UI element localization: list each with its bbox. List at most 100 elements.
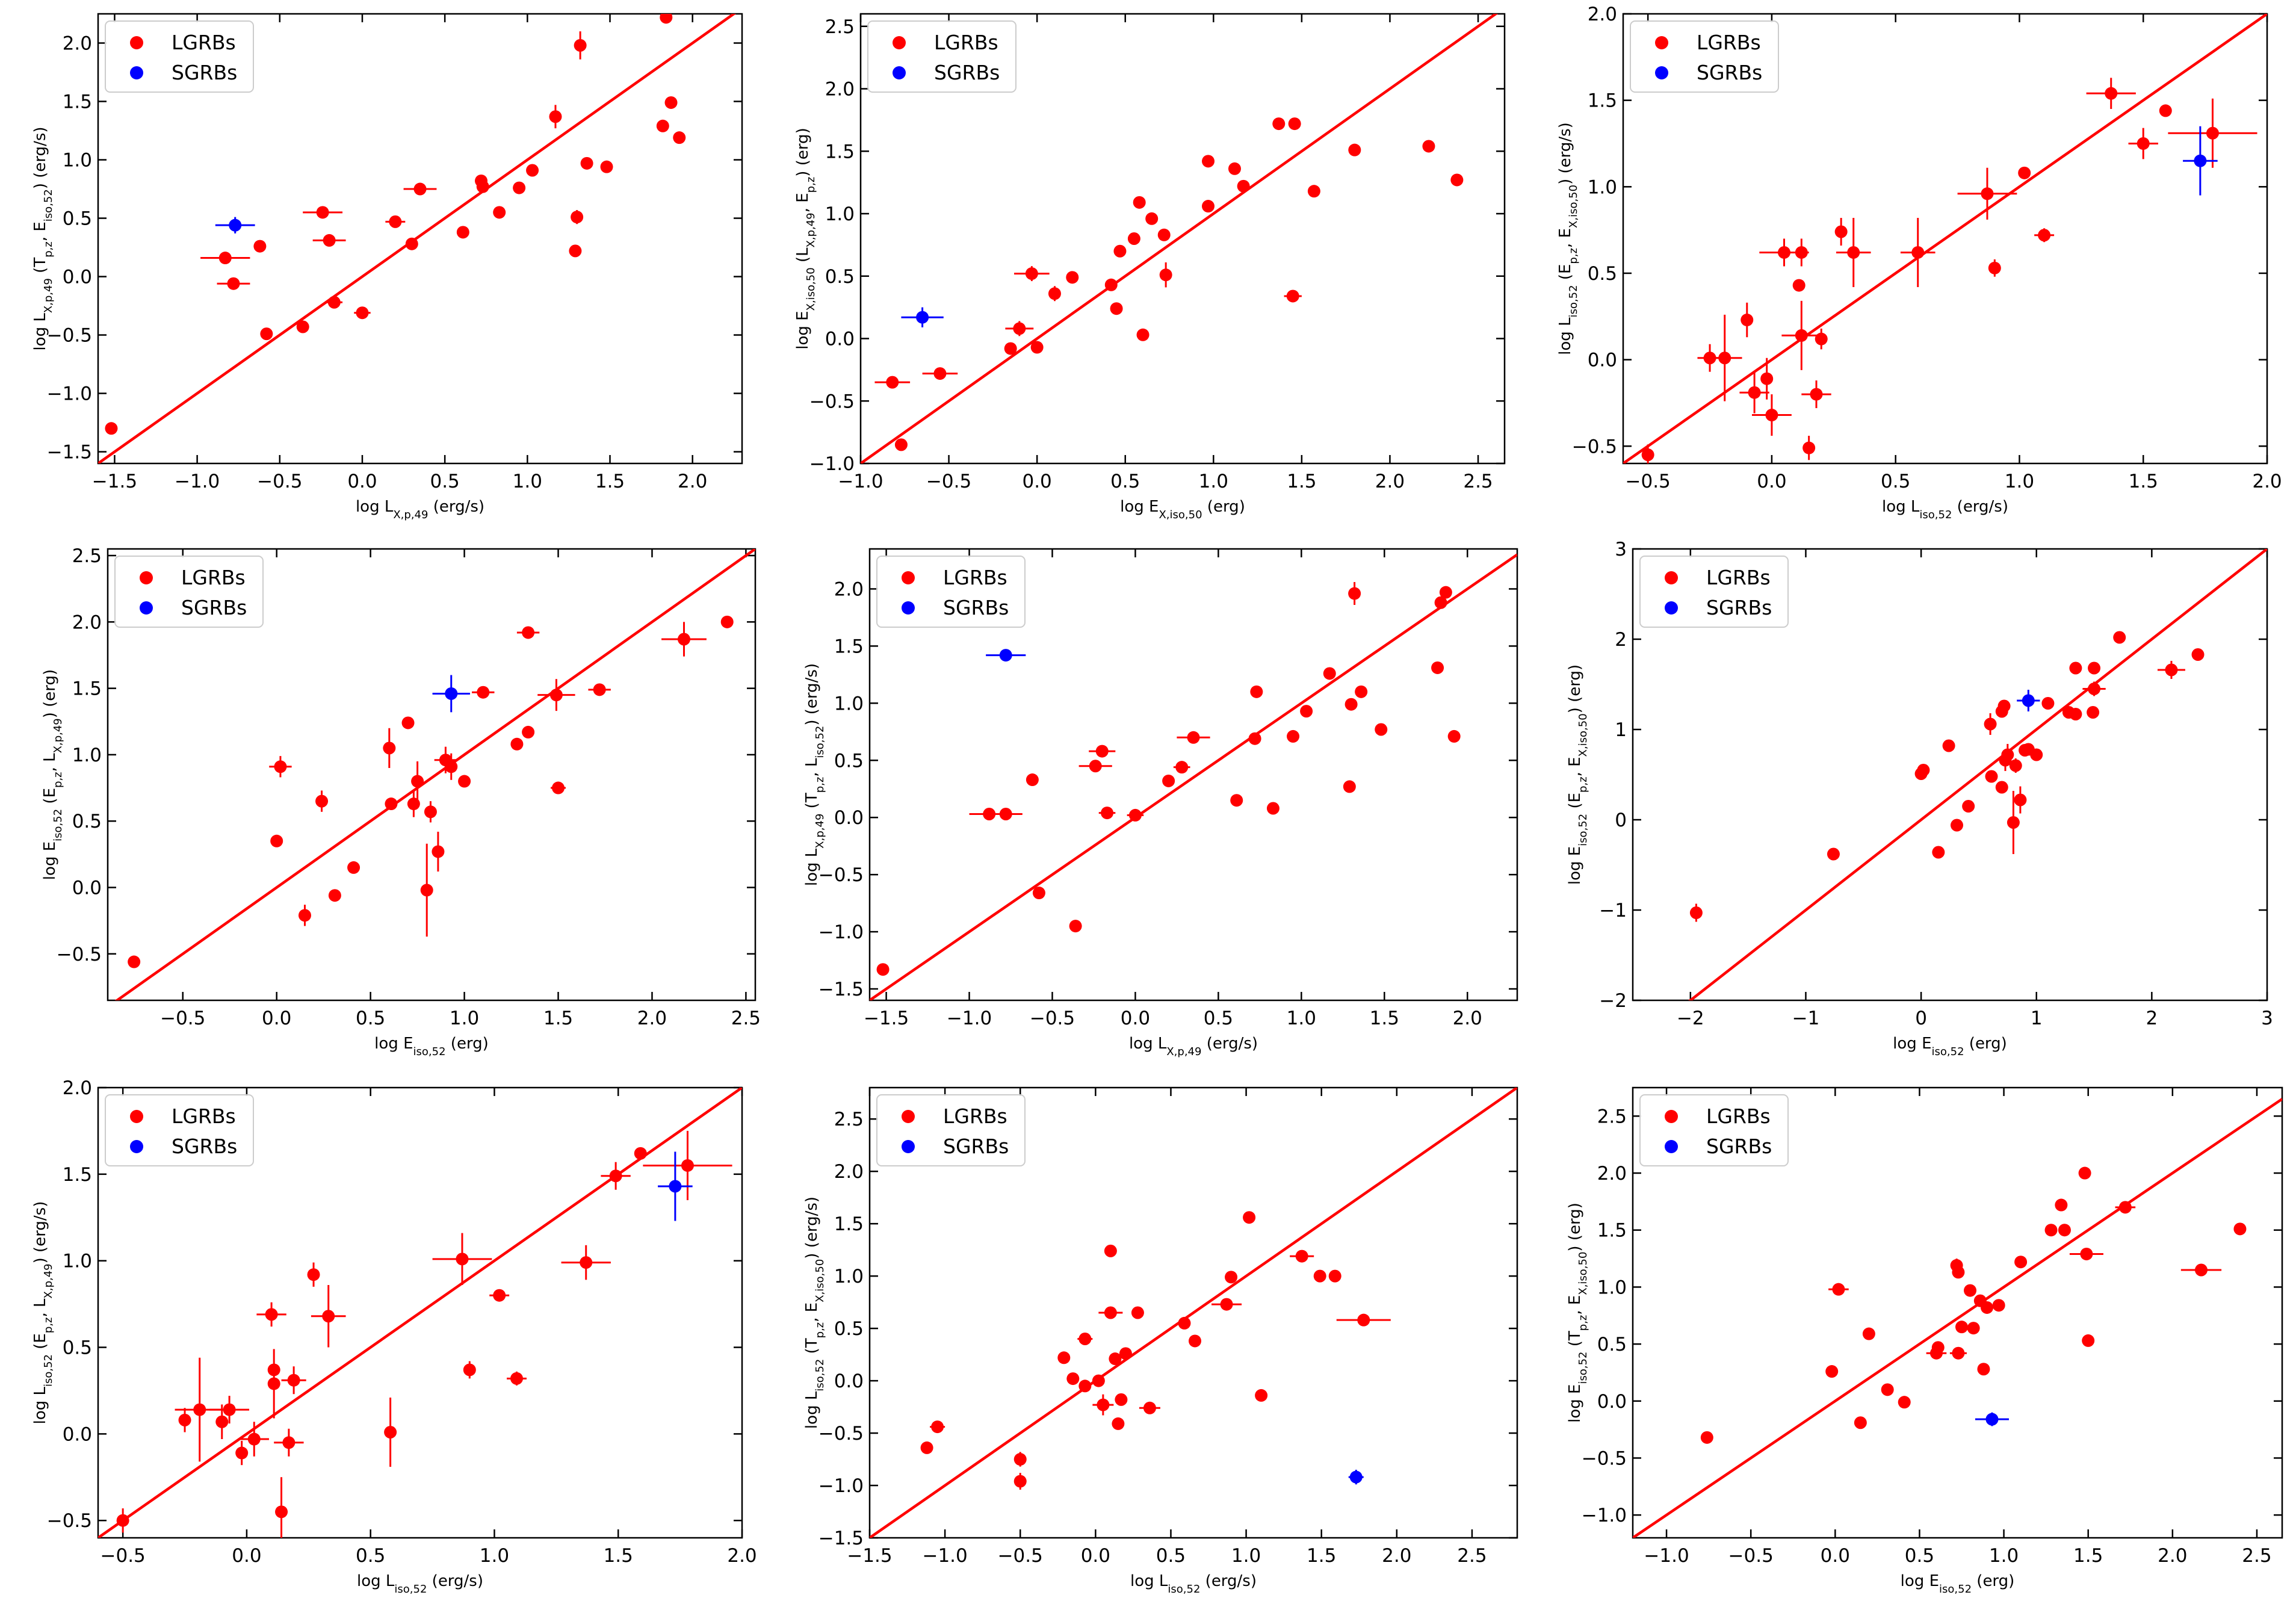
x-tick-label: −1.0 bbox=[922, 1545, 967, 1567]
y-tick-label: −0.5 bbox=[47, 1510, 92, 1532]
lgrb-point bbox=[1104, 1244, 1117, 1257]
fit-line bbox=[98, 1088, 742, 1538]
lgrb-point bbox=[1854, 1416, 1867, 1429]
sgrb-point bbox=[445, 687, 458, 700]
x-axis-label: log EX,iso,50 (erg) bbox=[1120, 498, 1245, 521]
lgrb-point bbox=[247, 1432, 261, 1446]
lgrb-point bbox=[456, 226, 469, 239]
x-axis-label: log LX,p,49 (erg/s) bbox=[1129, 1035, 1258, 1058]
lgrb-point bbox=[298, 909, 311, 922]
lgrb-point bbox=[215, 1415, 229, 1428]
x-axis-label: log LX,p,49 (erg/s) bbox=[356, 498, 484, 521]
lgrb-point bbox=[526, 164, 539, 177]
lgrb-point bbox=[510, 1372, 523, 1385]
lgrb-point bbox=[1136, 328, 1150, 341]
lgrb-point bbox=[1778, 246, 1790, 259]
x-tick-label: −1.5 bbox=[847, 1545, 892, 1567]
lgrb-point bbox=[1348, 587, 1361, 600]
lgrb-point bbox=[2018, 166, 2031, 179]
legend-lgrb-marker bbox=[1655, 36, 1668, 49]
lgrb-point bbox=[2088, 683, 2101, 695]
sgrb-point bbox=[229, 218, 242, 232]
y-tick-label: 1.0 bbox=[825, 203, 855, 225]
lgrb-point bbox=[1997, 699, 2011, 713]
lgrb-point bbox=[1025, 267, 1038, 280]
legend-sgrb-label: SGRBs bbox=[1706, 596, 1772, 619]
lgrb-point bbox=[385, 797, 398, 811]
y-tick-label: 2.0 bbox=[834, 1161, 864, 1183]
x-tick-label: 0.0 bbox=[1121, 1008, 1150, 1029]
y-tick-label: 0.0 bbox=[63, 267, 92, 288]
lgrb-point bbox=[1834, 225, 1848, 238]
sgrb-point bbox=[999, 649, 1012, 662]
y-tick-label: 0.0 bbox=[825, 329, 855, 350]
lgrb-point bbox=[2105, 87, 2118, 100]
lgrb-point bbox=[356, 306, 369, 320]
lgrb-point bbox=[2088, 661, 2101, 675]
x-tick-label: −0.5 bbox=[926, 471, 971, 492]
y-axis-label: log Eiso,52 (Ep,z, EX,iso,50) (erg) bbox=[1566, 664, 1589, 885]
lgrb-point bbox=[1422, 140, 1435, 153]
y-tick-label: −0.5 bbox=[809, 391, 855, 412]
plot-frame bbox=[868, 548, 1518, 1002]
y-tick-label: −1 bbox=[1599, 900, 1627, 921]
plot-area bbox=[1623, 14, 2267, 463]
chart-panel-8: −1.5 −1.0 −0.5 0.0 0.5 1.0 1.5 2.0 2.5 −1.5 −1.0 −0… bbox=[803, 1086, 1518, 1596]
lgrb-point bbox=[2041, 697, 2055, 710]
lgrb-point bbox=[2118, 1201, 2132, 1214]
y-tick-label: 2.5 bbox=[825, 16, 855, 38]
x-axis-label: log Eiso,52 (erg) bbox=[1901, 1572, 2015, 1596]
x-tick-label: 0.5 bbox=[1110, 471, 1140, 492]
y-tick-label: 2.0 bbox=[834, 578, 864, 600]
lgrb-point bbox=[1157, 228, 1171, 241]
y-tick-label: 0.5 bbox=[63, 1337, 92, 1359]
y-tick-label: 0.0 bbox=[72, 878, 102, 899]
lgrb-point bbox=[1700, 1431, 1713, 1444]
y-tick-label: −2 bbox=[1599, 990, 1627, 1012]
lgrb-point bbox=[1748, 386, 1761, 399]
x-tick-label: −0.5 bbox=[257, 471, 302, 492]
lgrb-point bbox=[193, 1403, 206, 1416]
lgrb-point bbox=[1101, 807, 1114, 820]
x-axis-label: log Liso,52 (erg/s) bbox=[357, 1572, 483, 1596]
lgrb-point bbox=[1128, 808, 1142, 822]
lgrb-point bbox=[593, 683, 606, 696]
x-tick-label: 2.0 bbox=[1382, 1545, 1411, 1567]
x-tick-label: 0.5 bbox=[1881, 471, 1910, 492]
legend-lgrb-label: LGRBs bbox=[934, 31, 998, 54]
lgrb-point bbox=[1066, 1372, 1080, 1386]
fit-line bbox=[1633, 1098, 2282, 1538]
plot-frame bbox=[1622, 13, 2268, 465]
y-tick-label: −1.0 bbox=[809, 453, 855, 475]
legend-lgrb-marker bbox=[130, 1110, 143, 1123]
x-tick-label: 0.5 bbox=[1204, 1008, 1233, 1029]
legend-sgrb-label: SGRBs bbox=[943, 596, 1009, 619]
legend-sgrb-marker bbox=[902, 1140, 915, 1153]
lgrb-point bbox=[287, 1373, 300, 1387]
lgrb-point bbox=[1104, 1306, 1117, 1319]
x-tick-label: 2.0 bbox=[2252, 471, 2282, 492]
x-tick-label: 0.5 bbox=[1156, 1545, 1186, 1567]
lgrb-point bbox=[1286, 290, 1299, 303]
lgrb-point bbox=[1089, 760, 1102, 773]
x-tick-label: 0.5 bbox=[356, 1545, 385, 1567]
lgrb-point bbox=[1030, 341, 1044, 354]
legend-sgrb-marker bbox=[1655, 66, 1668, 79]
y-tick-label: 2.5 bbox=[1597, 1106, 1627, 1127]
lgrb-point bbox=[1992, 1299, 2005, 1312]
lgrb-point bbox=[600, 160, 613, 173]
legend-lgrb-marker bbox=[902, 1110, 915, 1123]
x-tick-label: 1.5 bbox=[604, 1545, 633, 1567]
lgrb-point bbox=[383, 742, 396, 755]
lgrb-point bbox=[522, 725, 535, 739]
lgrb-point bbox=[1689, 906, 1703, 919]
x-tick-label: 1.0 bbox=[480, 1545, 509, 1567]
x-tick-label: −1.0 bbox=[947, 1008, 992, 1029]
lgrb-point bbox=[1931, 1341, 1945, 1354]
y-tick-label: 0.5 bbox=[1597, 1334, 1627, 1355]
lgrb-point bbox=[1004, 342, 1017, 355]
y-tick-label: 2.0 bbox=[72, 612, 102, 633]
lgrb-point bbox=[569, 244, 582, 258]
lgrb-point bbox=[1145, 212, 1159, 225]
